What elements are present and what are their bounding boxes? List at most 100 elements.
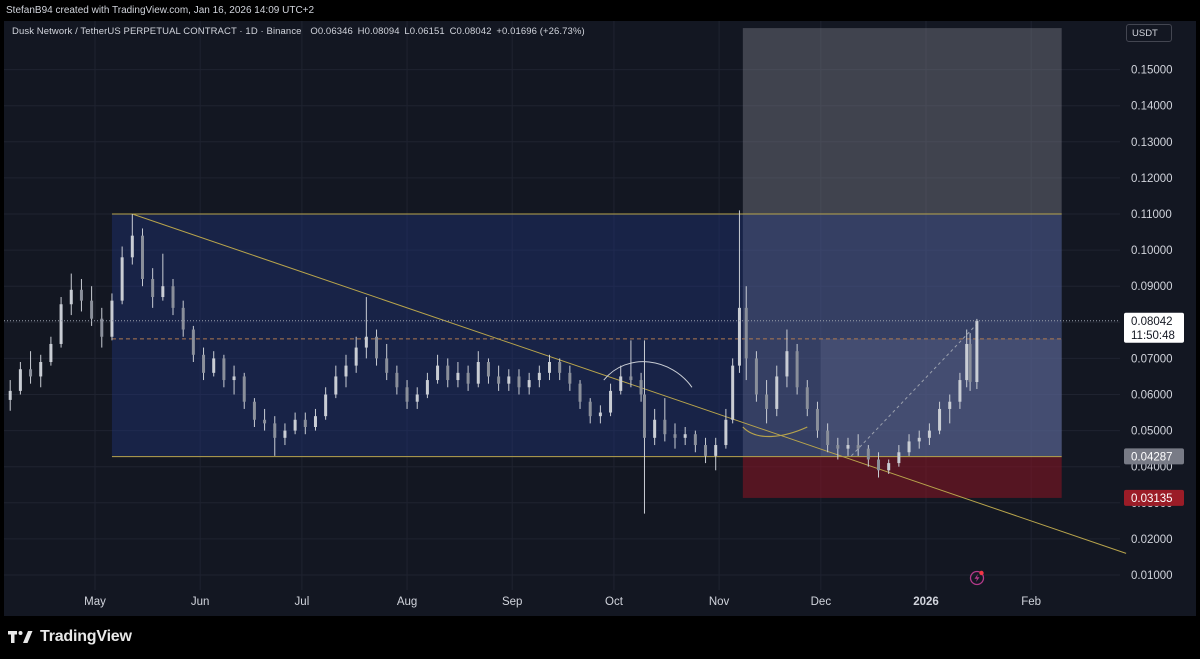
candle-body [887,463,891,471]
x-tick-label: Oct [605,596,624,608]
cup-annotation-1 [603,361,693,388]
candle-body [609,390,613,413]
candle-body [548,362,552,373]
y-tick-label: 0.13000 [1131,137,1173,149]
currency-button[interactable]: USDT [1126,24,1172,42]
candle-body [405,387,409,402]
stop-value: 0.03135 [1131,493,1173,505]
cup-annotation-2 [742,426,808,438]
high-value: 0.08094 [364,26,400,37]
symbol-legend[interactable]: Dusk Network / TetherUS PERPETUAL CONTRA… [12,26,585,37]
candle-body [693,434,697,446]
range-box [111,214,1062,457]
candle-body [446,365,450,381]
alert-icon[interactable] [969,570,985,586]
candle-body [975,320,979,383]
y-tick-label: 0.04000 [1131,462,1173,474]
candle-body [598,412,602,417]
x-tick-label: 2026 [913,596,939,608]
candle-body [537,372,541,381]
trendline [132,213,1127,554]
candle-body [18,369,22,391]
x-tick-label: Dec [811,596,832,608]
chart-drawings[interactable] [111,28,1127,554]
candle-body [754,358,758,395]
candle-body [673,434,677,438]
price-axis[interactable]: 0.15000 0.14000 0.13000 0.12000 0.11000 0.100… [1131,65,1173,582]
candle-body [856,445,860,449]
candle-body [476,362,480,384]
candle-body [965,343,969,381]
candle-body [737,307,741,366]
candle-body [130,235,134,258]
y-tick-label: 0.07000 [1131,353,1173,365]
candle-body [242,376,246,402]
candle-body [202,354,206,373]
y-tick-label: 0.14000 [1131,101,1173,113]
candle-body [663,419,667,435]
candle-body [507,376,511,384]
candle-body [273,423,277,438]
last-price-value: 0.08042 [1131,316,1173,328]
candle-body [826,430,830,446]
grid-lines [4,21,1120,590]
candle-body [161,286,165,298]
x-tick-label: Aug [397,596,417,608]
candle-body [558,362,562,373]
candle-body [212,358,216,373]
candle-body [39,362,43,377]
footer-brand-name: TradingView [40,628,132,645]
position-projection-zone [820,338,1062,457]
candle-body [968,343,972,382]
change-value: +0.01696 (+26.73%) [496,26,585,37]
candle-body [877,459,881,471]
candle-body [775,376,779,409]
candle-body [527,380,531,388]
candle-body [436,365,440,381]
candle-body [191,329,195,355]
candle-body [578,383,582,402]
y-tick-label: 0.05000 [1131,426,1173,438]
candle-body [785,351,789,377]
candle-body [724,419,728,446]
candle-body [252,401,256,420]
candle-body [324,394,328,417]
candle-body [395,372,399,388]
time-axis[interactable]: May Jun Jul Aug Sep Oct Nov Dec 2026 Feb [84,596,1041,608]
candle-body [232,376,236,381]
candle-body [181,307,185,330]
candle-body [497,376,501,384]
candle-body [866,448,870,460]
candle-body [639,380,643,395]
stop-badge [1124,489,1184,506]
candle-body [79,289,83,301]
candle-body [846,445,850,449]
candle-body [313,416,317,427]
candle-body [704,445,708,456]
candle-body [568,372,572,384]
x-tick-label: Nov [709,596,730,608]
candle-body [836,445,840,449]
candle-body [120,257,124,301]
entry-badge [1124,448,1184,465]
candle-body [263,419,267,424]
candle-body [917,437,921,442]
footer-branding: TradingView [8,627,132,647]
chart-panel[interactable] [4,21,1196,616]
entry-value: 0.04287 [1131,451,1173,463]
x-tick-label: Sep [502,596,522,608]
candlestick-series [8,210,979,514]
candle-body [283,430,287,438]
candle-body [714,445,718,456]
candle-body [385,358,389,373]
attribution-text: StefanB94 created with TradingView.com, … [6,5,315,16]
candle-body [683,434,687,438]
y-tick-label: 0.01000 [1131,570,1173,582]
x-tick-label: Jul [295,596,310,608]
candle-body [629,376,633,381]
y-tick-label: 0.11000 [1131,209,1172,221]
y-tick-label: 0.09000 [1131,281,1173,293]
candle-body [805,387,809,409]
